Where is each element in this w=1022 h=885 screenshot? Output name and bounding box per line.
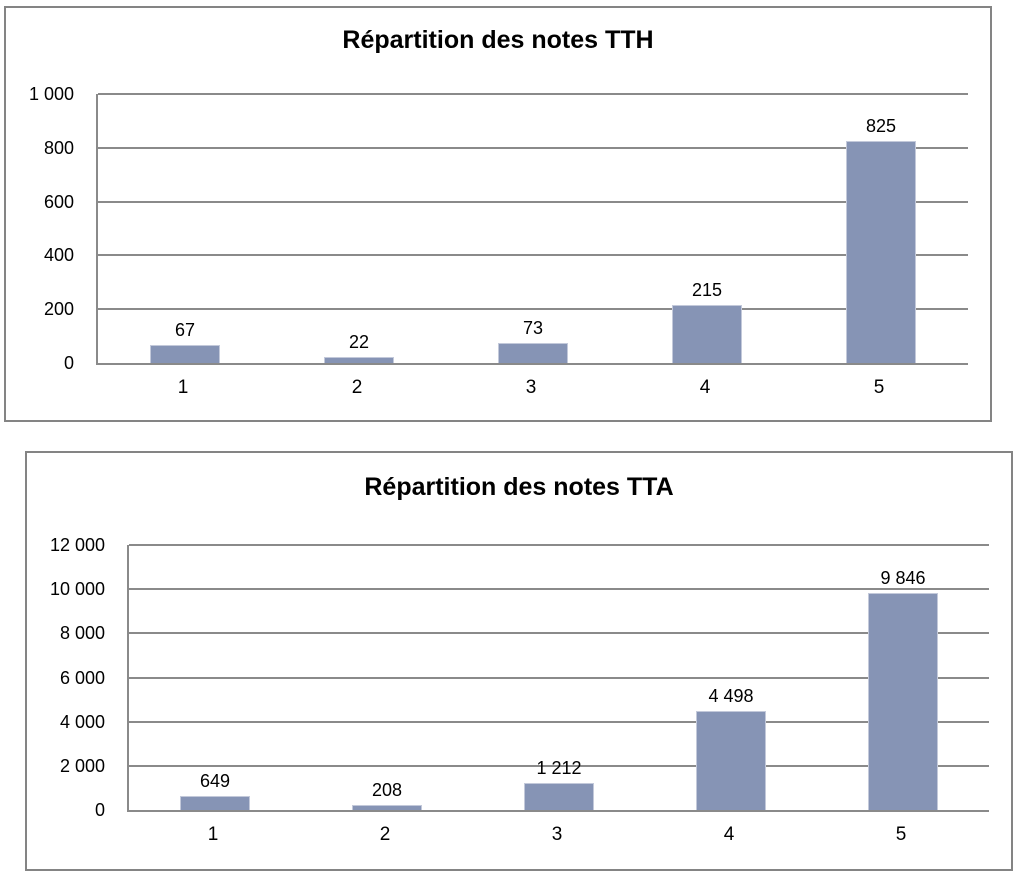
bar-category-2 [324,357,394,363]
chart-title-tta: Répartition des notes TTA [364,473,674,501]
chart-area-tth: Répartition des notes TTH 67 22 73 215 825 0… [6,8,990,420]
bar-value-label: 649 [199,771,231,791]
y-axis-tick-label: 8 000 [59,623,105,643]
bar-category-5 [868,593,938,810]
chart-area-tta: Répartition des notes TTA 649 208 1 212 4 4… [27,453,1011,869]
gridline [129,677,989,679]
y-axis-tick-label: 2 000 [59,756,105,776]
bar-category-4 [696,711,766,810]
x-axis-category-label: 2 [351,377,363,398]
bar-category-1 [180,796,250,810]
gridline [129,544,989,546]
chart-frame-tta: Répartition des notes TTA 649 208 1 212 4 4… [25,451,1013,871]
x-axis-category-label: 1 [207,824,219,845]
y-axis-tick-label: 4 000 [59,712,105,732]
y-axis-tick-label: 800 [43,138,74,158]
gridline [98,93,968,95]
y-axis-tick-label: 12 000 [49,535,105,555]
bar-category-3 [524,783,594,810]
y-axis-tick-label: 200 [43,299,74,319]
x-axis-category-label: 4 [699,377,711,398]
y-axis-tick-label: 6 000 [59,668,105,688]
x-axis-category-label: 3 [525,377,537,398]
bar-value-label: 215 [691,280,723,300]
x-axis-category-label: 3 [551,824,563,845]
bar-category-2 [352,805,422,810]
plot-area-tth: 67 22 73 215 825 [96,93,968,365]
gridline [98,254,968,256]
y-axis-tick-label: 400 [43,245,74,265]
x-axis-category-label: 5 [895,824,907,845]
bar-category-1 [150,345,220,363]
gridline [129,765,989,767]
bar-value-label: 208 [371,780,403,800]
y-axis-tick-label: 600 [43,192,74,212]
gridline [98,201,968,203]
bar-category-4 [672,305,742,363]
x-axis-category-label: 5 [873,377,885,398]
y-axis-tick-label: 0 [94,800,105,820]
chart-title-tth: Répartition des notes TTH [342,26,654,54]
bar-category-5 [846,141,916,363]
gridline [98,308,968,310]
gridline [129,588,989,590]
chart-frame-tth: Répartition des notes TTH 67 22 73 215 825 0… [4,6,992,422]
y-axis-tick-label: 10 000 [49,579,105,599]
bar-category-3 [498,343,568,363]
bar-value-label: 9 846 [880,568,926,588]
gridline [129,721,989,723]
bar-value-label: 4 498 [708,686,754,706]
x-axis-category-label: 1 [177,377,189,398]
bar-value-label: 67 [174,320,196,340]
bar-value-label: 22 [348,332,370,352]
bar-value-label: 825 [865,116,897,136]
bar-value-label: 1 212 [536,758,582,778]
gridline [129,632,989,634]
plot-area-tta: 649 208 1 212 4 498 9 846 [127,544,989,812]
gridline [98,147,968,149]
y-axis-tick-label: 0 [63,353,74,373]
bar-value-label: 73 [522,318,544,338]
x-axis-category-label: 2 [379,824,391,845]
x-axis-category-label: 4 [723,824,735,845]
y-axis-tick-label: 1 000 [28,84,74,104]
